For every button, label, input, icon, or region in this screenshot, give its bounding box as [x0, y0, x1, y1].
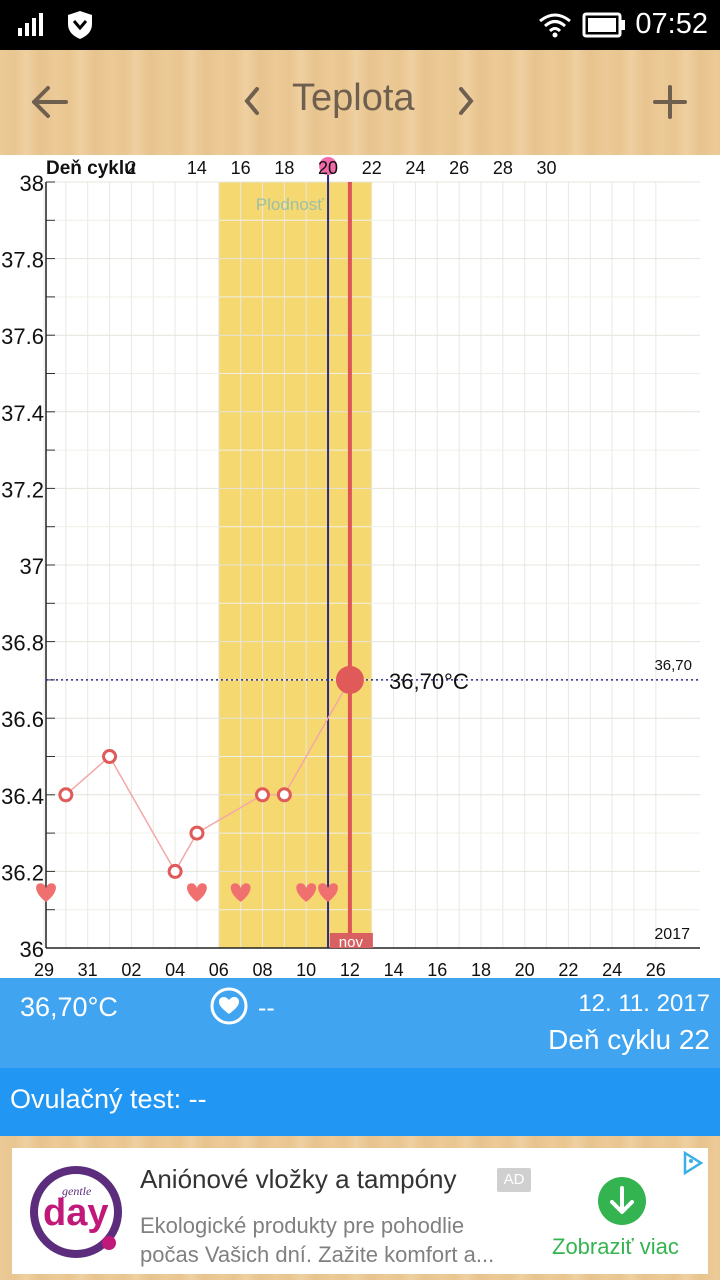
x-tick-label: 02	[121, 960, 141, 978]
current-temperature-label: 36,70°C	[389, 669, 469, 694]
y-tick-label: 38	[20, 171, 44, 196]
x-tick-label: 04	[165, 960, 185, 978]
x-tick-label: 18	[471, 960, 491, 978]
ad-description-line1: Ekologické produkty pre pohodlie	[140, 1213, 465, 1238]
x-tick-label: 29	[34, 960, 54, 978]
y-tick-label: 36.2	[1, 860, 44, 885]
ovulation-marker	[319, 157, 338, 175]
ad-banner[interactable]: gentle day Aniónové vložky a tampóny AD …	[12, 1148, 708, 1274]
new-moon-label: nov	[339, 934, 364, 951]
cycle-tick-label: 16	[231, 158, 251, 178]
chart-svg[interactable]: nov 38 37.8 37.6 37.4 37.2 37 36.8 36.6 36.4 36.2 3…	[0, 155, 720, 980]
ad-cta-button[interactable]: Zobraziť viac	[552, 1234, 679, 1259]
ad-badge: AD	[497, 1168, 531, 1192]
download-icon[interactable]	[597, 1176, 647, 1226]
x-tick-label: 06	[209, 960, 229, 978]
heart-icon	[318, 883, 338, 902]
temperature-value: 36,70°C	[20, 992, 118, 1022]
temperature-point	[255, 787, 270, 803]
status-time: 07:52	[635, 8, 708, 40]
fertility-label: Plodnosť	[256, 195, 324, 214]
heart-icon	[296, 883, 317, 902]
year-label: 2017	[654, 926, 690, 943]
page-title: Teplota	[292, 77, 415, 119]
ad-logo-small-text: gentle	[62, 1184, 92, 1198]
ad-description-line2: počas Vašich dní. Zažite komfort a...	[140, 1242, 495, 1267]
adchoices-icon[interactable]	[680, 1150, 706, 1176]
chevron-right-icon[interactable]	[456, 86, 476, 116]
y-tick-label: 37.4	[1, 401, 44, 426]
reference-value-label: 36,70	[654, 657, 692, 674]
x-tick-label: 10	[296, 960, 316, 978]
y-tick-label: 36	[20, 937, 44, 962]
cycle-tick-label: 22	[362, 158, 382, 178]
ovulation-test-row[interactable]: Ovulačný test: --	[0, 1068, 720, 1136]
wifi-icon	[539, 13, 571, 38]
ad-title[interactable]: Aniónové vložky a tampóny	[140, 1164, 457, 1194]
cycle-day: Deň cyklu 22	[548, 1024, 710, 1055]
ad-container: gentle day Aniónové vložky a tampóny AD …	[0, 1136, 720, 1280]
x-tick-label: 16	[427, 960, 447, 978]
cycle-tick-label: 20	[318, 158, 338, 178]
cycle-tick-label: 30	[537, 158, 557, 178]
day-info-panel[interactable]: 36,70°C -- 12. 11. 2017 Deň cyklu 22	[0, 978, 720, 1068]
x-tick-label: 12	[340, 960, 360, 978]
x-tick-label: 24	[602, 960, 622, 978]
temperature-point	[189, 825, 205, 841]
y-tick-label: 36.4	[1, 784, 44, 809]
app-bar: Teplota	[0, 50, 720, 155]
x-tick-label: 14	[384, 960, 404, 978]
ad-logo[interactable]: gentle day	[30, 1166, 122, 1258]
x-tick-label: 26	[646, 960, 666, 978]
back-arrow-icon[interactable]	[30, 84, 70, 120]
y-tick-label: 37.8	[1, 248, 44, 273]
ad-logo-text: day	[43, 1192, 109, 1234]
cycle-tick-label: 28	[493, 158, 513, 178]
temperature-point	[167, 863, 183, 879]
x-tick-label: 20	[515, 960, 535, 978]
heart-icon	[187, 883, 207, 902]
ovulation-test-label: Ovulačný test: --	[10, 1084, 207, 1114]
selected-date: 12. 11. 2017	[578, 990, 710, 1017]
x-tick-label: 31	[78, 960, 98, 978]
new-moon-badge	[329, 933, 373, 948]
heart-circle-icon	[210, 987, 248, 1025]
status-bar: 07:52	[0, 0, 720, 50]
heart-icon	[36, 883, 56, 902]
intercourse-value: --	[258, 994, 275, 1022]
temperature-chart[interactable]: nov 38 37.8 37.6 37.4 37.2 37 36.8 36.6 36.4 36.2 3…	[0, 155, 720, 980]
cycle-tick-label: 26	[449, 158, 469, 178]
x-tick-label: 08	[252, 960, 272, 978]
cycle-tick-label: 14	[187, 158, 207, 178]
y-tick-label: 37.6	[1, 324, 44, 349]
cycle-tick-label: 2	[126, 158, 136, 178]
cycle-tick-label: 18	[274, 158, 294, 178]
selected-temperature-point	[335, 665, 364, 694]
y-tick-label: 37.2	[1, 477, 44, 502]
y-tick-label: 36.6	[1, 707, 44, 732]
temperature-point	[276, 787, 292, 803]
cycle-day-label: Deň cyklu	[46, 158, 136, 179]
y-tick-label: 37	[20, 554, 44, 579]
battery-icon	[582, 12, 625, 38]
cycle-tick-label: 24	[405, 158, 425, 178]
temperature-point	[102, 749, 118, 764]
y-tick-label: 36.8	[1, 631, 44, 656]
temperature-point	[58, 787, 74, 803]
chevron-left-icon[interactable]	[242, 86, 262, 116]
x-tick-label: 22	[558, 960, 578, 978]
shield-icon	[68, 11, 92, 39]
signal-icon	[18, 13, 43, 36]
heart-icon	[230, 883, 251, 902]
add-icon[interactable]	[652, 84, 688, 120]
